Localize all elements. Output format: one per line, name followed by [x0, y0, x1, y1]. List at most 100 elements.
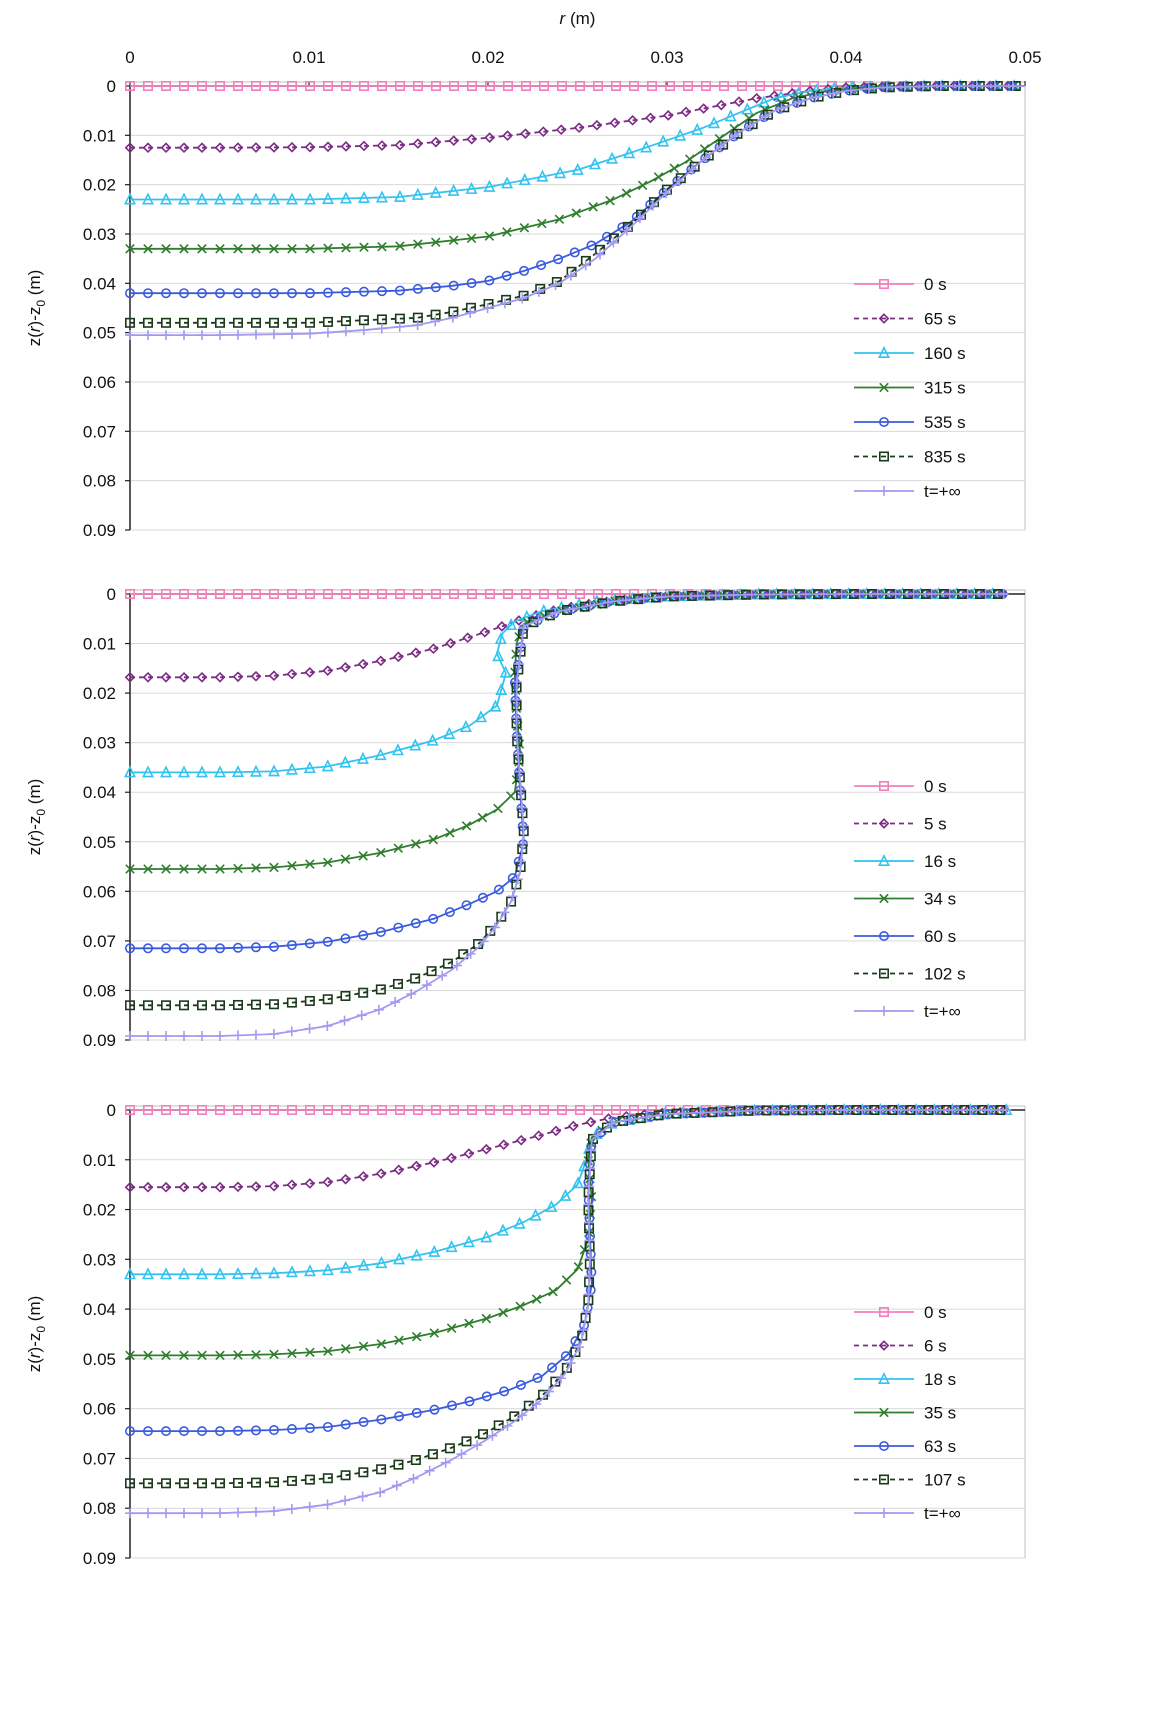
- data-point: [215, 317, 226, 328]
- data-point: [411, 1331, 422, 1342]
- data-point: [520, 81, 531, 92]
- data-point: [340, 588, 351, 599]
- data-point: [178, 1181, 190, 1193]
- data-point: [233, 244, 243, 254]
- data-point: [143, 81, 154, 92]
- y-tick-label: 0.01: [83, 635, 116, 654]
- data-point: [466, 81, 477, 92]
- data-point: [556, 1105, 567, 1116]
- data-point: [161, 1508, 171, 1519]
- data-point: [531, 1294, 542, 1304]
- data-point: [569, 247, 580, 258]
- data-point: [845, 85, 856, 96]
- data-point: [714, 133, 725, 144]
- legend-label: t=+∞: [924, 1002, 961, 1021]
- data-point: [583, 1181, 594, 1192]
- data-point: [250, 942, 261, 953]
- y-tick-label: 0.05: [83, 833, 116, 852]
- data-point: [376, 1464, 387, 1475]
- series-3: [124, 79, 1025, 205]
- legend-label: 160 s: [924, 344, 966, 363]
- data-point: [196, 192, 208, 205]
- data-point: [411, 1160, 422, 1172]
- data-point: [125, 317, 136, 328]
- data-point: [983, 1105, 994, 1115]
- y-axis-title-subscript: 0: [34, 300, 48, 307]
- data-point: [628, 81, 639, 92]
- data-point: [268, 317, 279, 328]
- data-point: [394, 1411, 405, 1422]
- data-point: [659, 1109, 670, 1120]
- data-point: [953, 81, 964, 91]
- data-point: [581, 1307, 592, 1318]
- data-point: [944, 589, 955, 599]
- y-axis-title-mid: )-z: [25, 307, 44, 327]
- data-point: [339, 191, 352, 204]
- data-point: [803, 1105, 814, 1116]
- data-point: [393, 1459, 404, 1470]
- data-point: [586, 1145, 597, 1156]
- data-point: [358, 140, 370, 152]
- data-point: [854, 589, 865, 599]
- data-point: [511, 676, 522, 687]
- data-point: [518, 820, 529, 831]
- data-point: [197, 588, 208, 599]
- data-point: [286, 288, 297, 299]
- data-point: [890, 589, 901, 599]
- chart-panel-2: 0 0.01 0.02 0.03 0.04 0.05 0.06 0.07 0.08 0.09 z(r…: [25, 585, 1026, 1050]
- data-point: [339, 755, 352, 768]
- data-point: [197, 1350, 207, 1361]
- data-point: [285, 1265, 298, 1278]
- data-point: [520, 1105, 531, 1116]
- y-axis-title-prefix: z(: [25, 841, 44, 856]
- data-point: [178, 142, 190, 154]
- data-point: [178, 1267, 190, 1280]
- data-point: [689, 161, 700, 172]
- data-point: [872, 589, 883, 599]
- data-point: [592, 1105, 603, 1116]
- data-point: [513, 1216, 526, 1229]
- data-point: [124, 765, 136, 778]
- data-point: [268, 670, 280, 682]
- data-point: [980, 589, 991, 599]
- data-point: [553, 254, 564, 265]
- data-point: [424, 1465, 435, 1476]
- data-point: [606, 151, 619, 164]
- data-point: [461, 1436, 472, 1447]
- data-point: [513, 748, 524, 759]
- data-point: [142, 192, 154, 205]
- x-tick-label: 0.03: [650, 48, 683, 67]
- data-point: [565, 270, 576, 281]
- data-point: [669, 163, 680, 174]
- data-point: [268, 999, 279, 1010]
- data-point: [322, 588, 333, 599]
- data-point: [609, 117, 621, 129]
- legend-label: 315 s: [924, 379, 966, 398]
- legend-label: 6 s: [924, 1337, 947, 1356]
- data-point: [124, 1181, 136, 1193]
- data-point: [251, 244, 261, 254]
- data-point: [674, 128, 687, 141]
- y-axis-title-mid: )-z: [25, 1333, 44, 1353]
- data-point: [580, 260, 591, 271]
- data-point: [408, 1473, 419, 1484]
- data-point: [143, 288, 154, 299]
- data-point: [410, 1455, 421, 1466]
- data-point: [268, 142, 280, 153]
- legend-marker: [878, 278, 889, 289]
- x-tick-label: 0: [125, 48, 134, 67]
- data-point: [250, 1506, 261, 1517]
- legend-label: 60 s: [924, 927, 956, 946]
- data-point: [446, 1400, 457, 1411]
- data-point: [499, 298, 510, 309]
- data-point: [214, 142, 226, 154]
- data-point: [410, 1248, 423, 1261]
- data-point: [179, 1031, 189, 1041]
- series-line: [130, 1109, 1008, 1357]
- data-point: [286, 1503, 297, 1514]
- chart-panel-3: 0 0.01 0.02 0.03 0.04 0.05 0.06 0.07 0.08 0.09 z(r…: [25, 1101, 1026, 1568]
- series-4: [125, 81, 1025, 254]
- data-point: [250, 1425, 261, 1436]
- data-point: [358, 987, 369, 998]
- data-point: [268, 81, 279, 92]
